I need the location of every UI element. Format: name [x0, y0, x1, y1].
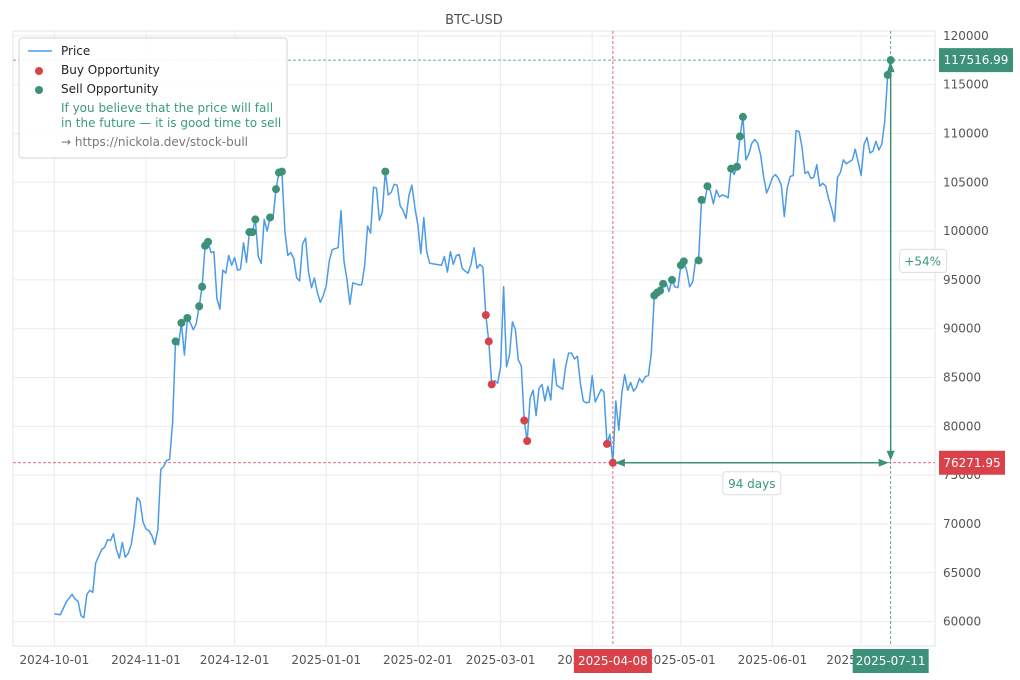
duration-arrow-head-left	[614, 458, 625, 467]
high-date-label: 2025-07-11	[856, 654, 926, 668]
high-date-box	[852, 649, 929, 673]
buy-marker	[487, 380, 496, 389]
change-arrow-head-top	[886, 62, 895, 73]
x-tick-label: 2025-02-01	[383, 653, 453, 667]
buy-marker	[523, 437, 532, 445]
y-tick-label: 70000	[943, 517, 981, 531]
sell-marker	[694, 256, 703, 265]
y-tick-label: 65000	[943, 566, 981, 580]
buy-marker	[608, 458, 617, 467]
sell-marker	[733, 162, 742, 171]
high-value-label: 117516.99	[944, 53, 1009, 67]
legend-price-label: Price	[61, 44, 90, 58]
sell-marker	[697, 195, 706, 204]
chart-title: BTC-USD	[445, 13, 503, 28]
legend-note-line-1: If you believe that the price will fall	[61, 101, 273, 115]
y-tick-label: 110000	[943, 127, 989, 141]
legend-sell-label: Sell Opportunity	[61, 82, 159, 96]
sell-marker	[248, 228, 257, 237]
y-tick-label: 105000	[943, 175, 989, 189]
sell-marker	[679, 257, 688, 266]
x-tick-label: 2024-11-01	[111, 653, 181, 667]
x-tick-label: 2025-01-01	[291, 653, 361, 667]
low-date-box	[573, 649, 652, 673]
y-tick-label: 115000	[943, 78, 989, 92]
legend-sell-swatch	[35, 86, 43, 94]
sell-marker	[177, 318, 186, 327]
buy-marker	[481, 311, 490, 320]
x-tick-label: 2024-10-01	[19, 653, 89, 667]
x-tick-label: 2025-03-01	[466, 653, 536, 667]
legend-link[interactable]: → https://nickola.dev/stock-bull	[61, 135, 248, 149]
low-value-label: 76271.95	[943, 456, 1000, 470]
sell-marker	[251, 215, 260, 224]
legend: Price Buy Opportunity Sell Opportunity I…	[18, 37, 288, 159]
y-tick-label: 95000	[943, 273, 981, 287]
duration-arrow-head-right	[878, 458, 889, 467]
change-label: +54%	[904, 254, 941, 268]
y-tick-label: 100000	[943, 224, 989, 238]
sell-marker	[735, 132, 744, 141]
sell-marker	[738, 112, 747, 121]
legend-note-line-2: in the future — it is good time to sell	[61, 116, 281, 130]
sell-marker	[883, 70, 892, 79]
sell-marker	[656, 286, 665, 295]
low-value-box	[939, 450, 1005, 475]
sell-marker	[183, 314, 192, 322]
y-tick-label: 60000	[943, 615, 981, 629]
sell-marker	[198, 282, 207, 291]
change-arrow-head-bottom	[886, 450, 895, 461]
price-line	[54, 59, 892, 619]
buy-marker	[484, 337, 493, 346]
y-tick-label: 90000	[943, 322, 981, 336]
sell-marker	[659, 279, 668, 288]
y-tick-label: 120000	[943, 29, 989, 43]
sell-marker	[703, 182, 712, 191]
high-value-box	[939, 48, 1013, 73]
legend-buy-label: Buy Opportunity	[61, 63, 160, 77]
x-tick-label: 2025-06-01	[738, 653, 808, 667]
low-date-label: 2025-04-08	[578, 654, 648, 668]
legend-buy-swatch	[35, 67, 43, 75]
sell-marker	[195, 302, 204, 311]
duration-label: 94 days	[728, 477, 775, 491]
x-tick-label: 2024-12-01	[200, 653, 270, 667]
sell-marker	[381, 167, 390, 176]
buy-marker	[602, 439, 611, 448]
x-tick-label: 2025-05-01	[646, 653, 716, 667]
y-tick-label: 80000	[943, 419, 981, 433]
y-tick-label: 85000	[943, 371, 981, 385]
sell-marker	[277, 167, 286, 176]
sell-marker	[886, 56, 895, 65]
sell-marker	[171, 337, 180, 346]
duration-label-box	[722, 471, 782, 496]
sell-marker	[204, 237, 213, 246]
legend-box	[18, 37, 288, 159]
sell-marker	[667, 275, 676, 284]
buy-marker	[520, 416, 529, 425]
change-label-box	[899, 248, 948, 273]
sell-marker	[266, 213, 275, 222]
sell-marker	[272, 185, 281, 194]
